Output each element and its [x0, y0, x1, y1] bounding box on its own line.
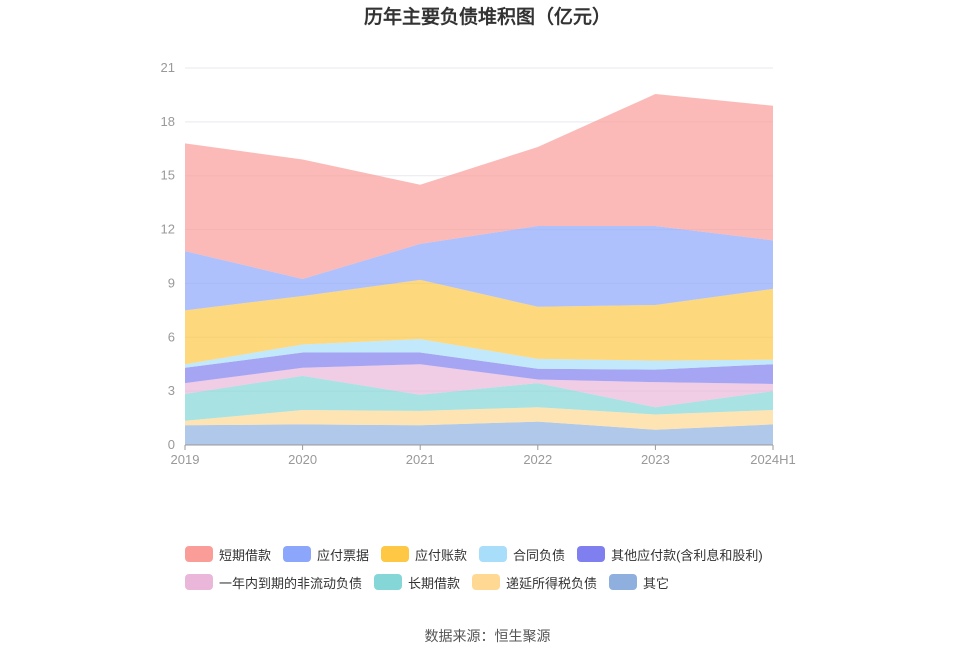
legend-item-other[interactable]: 其它 — [609, 573, 669, 592]
y-tick-label: 18 — [161, 114, 175, 129]
legend-swatch — [185, 574, 213, 590]
axes: 0 3 6 9 12 15 18 21 2019 2020 2021 2022 2023 2024H1 — [161, 60, 796, 467]
x-tick-label: 2024H1 — [750, 452, 796, 467]
legend-swatch — [577, 546, 606, 562]
y-tick-label: 9 — [168, 275, 175, 290]
legend-swatch — [283, 546, 312, 562]
y-tick-label: 12 — [161, 222, 175, 237]
legend-row-2: 一年内到期的非流动负债 长期借款 递延所得税负债 其它 — [185, 568, 825, 596]
area-series — [185, 225, 773, 311]
area-series — [185, 421, 773, 445]
legend-swatch — [472, 574, 501, 590]
x-tick-label: 2020 — [288, 452, 317, 467]
legend-item-other-payables[interactable]: 其他应付款(含利息和股利) — [577, 545, 763, 564]
legend-label: 一年内到期的非流动负债 — [219, 575, 363, 591]
x-tick-label: 2022 — [523, 452, 552, 467]
data-source: 数据来源：恒生聚源 — [424, 628, 551, 644]
legend: 短期借款 应付票据 应付账款 合同负债 其他应付款(含利息和股利) 一年内到期的… — [185, 540, 825, 596]
area-series — [185, 94, 773, 279]
legend-swatch — [381, 546, 410, 562]
legend-item-current-noncurrent-liabilities[interactable]: 一年内到期的非流动负债 — [185, 573, 362, 592]
legend-label: 短期借款 — [219, 547, 272, 563]
area-series — [185, 339, 773, 370]
legend-item-contract-liabilities[interactable]: 合同负债 — [479, 545, 565, 564]
area-series — [185, 364, 773, 408]
legend-item-accounts-payable[interactable]: 应付账款 — [381, 545, 467, 564]
legend-label: 长期借款 — [408, 575, 461, 591]
stacked-area-chart: 0 3 6 9 12 15 18 21 2019 2020 2021 2022 2023 2024H1 — [161, 60, 796, 467]
x-tick-label: 2021 — [406, 452, 435, 467]
legend-swatch — [479, 546, 508, 562]
y-tick-label: 15 — [161, 168, 175, 183]
area-series-layer — [185, 94, 773, 445]
legend-label: 递延所得税负债 — [506, 575, 598, 591]
x-tick-label: 2019 — [171, 452, 200, 467]
chart-title: 历年主要负债堆积图（亿元） — [363, 7, 611, 28]
legend-row-1: 短期借款 应付票据 应付账款 合同负债 其他应付款(含利息和股利) — [185, 540, 825, 568]
legend-item-deferred-tax[interactable]: 递延所得税负债 — [472, 573, 597, 592]
legend-label: 其它 — [643, 575, 670, 591]
legend-item-short-term-loans[interactable]: 短期借款 — [185, 545, 271, 564]
legend-item-long-term-loans[interactable]: 长期借款 — [374, 573, 460, 592]
y-tick-label: 6 — [168, 329, 175, 344]
legend-item-notes-payable[interactable]: 应付票据 — [283, 545, 369, 564]
legend-swatch — [185, 546, 213, 562]
legend-label: 合同负债 — [513, 547, 566, 563]
y-tick-label: 21 — [161, 60, 175, 75]
legend-label: 应付账款 — [415, 547, 468, 563]
legend-swatch — [609, 574, 638, 590]
y-tick-label: 0 — [168, 437, 175, 452]
y-tick-label: 3 — [168, 383, 175, 398]
area-series — [185, 375, 773, 421]
area-series — [185, 279, 773, 365]
x-tick-label: 2023 — [641, 452, 670, 467]
legend-label: 应付票据 — [317, 547, 370, 563]
area-series — [185, 407, 773, 430]
legend-label: 其他应付款(含利息和股利) — [611, 547, 763, 563]
legend-swatch — [374, 574, 403, 590]
area-series — [185, 352, 773, 384]
